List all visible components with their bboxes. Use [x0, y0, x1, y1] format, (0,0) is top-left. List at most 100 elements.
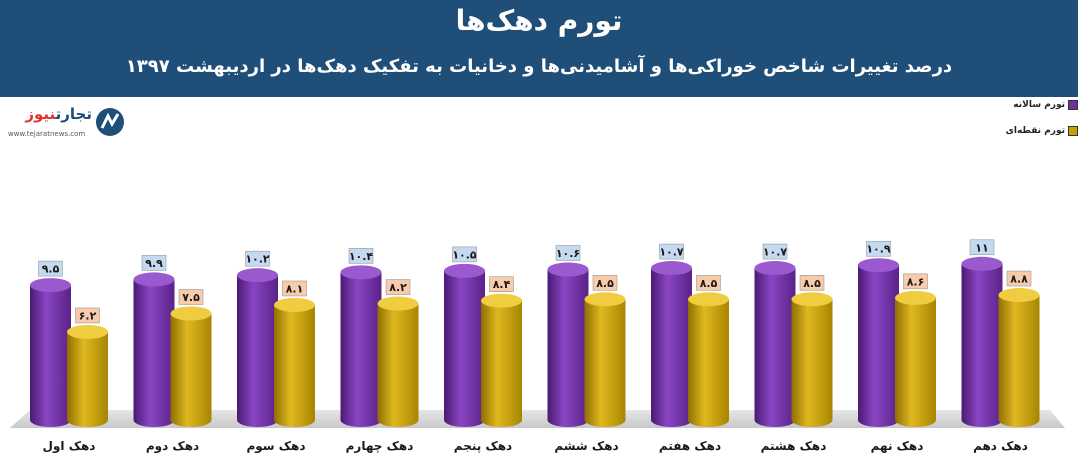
data-label-text: ۸.۸ [1010, 273, 1028, 286]
data-label-box [696, 275, 721, 291]
x-tick-label: دهک دهم [973, 439, 1028, 453]
bar-cap [791, 292, 833, 307]
data-label-annual-5: ۱۰.۵ [452, 246, 477, 263]
bar-body [998, 295, 1040, 427]
bar-cap [895, 290, 936, 305]
bar-point-10 [998, 288, 1040, 427]
bar-body [170, 313, 212, 427]
data-label-box [452, 246, 477, 263]
data-label-annual-2: ۹.۹ [141, 255, 167, 271]
site-logo: تجارتنیوز www.tejaratnews.com [2, 102, 130, 148]
data-label-text: ۹.۵ [42, 263, 60, 276]
data-label-box [385, 279, 411, 295]
data-label-text: ۸.۵ [596, 277, 614, 290]
bar-annual-8 [754, 261, 796, 427]
data-label-box [762, 243, 788, 260]
data-label-annual-6: ۱۰.۶ [555, 245, 581, 261]
bar-body [858, 265, 899, 427]
bar-cap [754, 261, 796, 276]
data-label-text: ۸.۱ [286, 282, 304, 295]
data-label-point-10: ۸.۸ [1006, 270, 1032, 287]
data-label-text: ۶.۲ [79, 309, 97, 322]
bar-cap [377, 296, 419, 311]
data-label-box [866, 240, 891, 257]
bar-body [547, 269, 589, 427]
bar-cap [444, 263, 485, 278]
bar-annual-7 [651, 261, 692, 427]
data-label-box [245, 250, 270, 267]
data-label-text: ۱۰.۵ [452, 248, 477, 261]
data-label-box [969, 239, 995, 256]
bar-body [340, 272, 382, 427]
bar-body [274, 304, 315, 427]
bar-cap [67, 324, 108, 339]
data-label-annual-9: ۱۰.۹ [866, 240, 891, 257]
data-label-box [489, 276, 514, 292]
data-label-point-5: ۸.۴ [489, 276, 514, 292]
bar-point-9 [895, 290, 936, 427]
logo-globe-icon [96, 108, 124, 136]
bar-body [791, 299, 833, 427]
bar-cap [688, 292, 729, 307]
data-label-annual-7: ۱۰.۷ [659, 243, 684, 260]
data-label-text: ۸.۴ [493, 278, 511, 291]
bar-annual-4 [340, 265, 382, 427]
legend-label-point: تورم نقطه‌ای [1005, 126, 1065, 136]
data-label-text: ۱۰.۴ [349, 250, 374, 263]
bar-cap [340, 265, 382, 280]
chart-plot: ۹.۵ ۶.۲ دهک اول ۹.۹ ۷.۵ دهک دوم ۱۰.۲ ۸.۱ دهک سوم… [10, 239, 1065, 454]
chart-title: تورم دهک‌ها [455, 4, 623, 37]
data-label-text: ۱۰.۹ [866, 243, 891, 256]
data-label-annual-8: ۱۰.۷ [762, 243, 788, 260]
bar-point-7 [688, 292, 729, 427]
data-label-text: ۸.۵ [803, 277, 821, 290]
bar-cap [998, 288, 1040, 303]
bar-point-4 [377, 296, 419, 427]
bar-body [584, 299, 626, 427]
data-label-box [38, 260, 63, 277]
bar-body [651, 268, 692, 427]
bar-cap [274, 297, 315, 312]
bar-body [67, 331, 108, 427]
data-label-annual-10: ۱۱ [969, 239, 995, 256]
data-label-annual-3: ۱۰.۲ [245, 250, 270, 267]
bar-cap [133, 272, 175, 287]
data-label-point-2: ۷.۵ [178, 289, 204, 305]
data-label-box [75, 307, 100, 324]
bar-body [377, 303, 419, 427]
bar-cap [961, 256, 1003, 271]
data-label-box [555, 245, 581, 261]
legend-label-annual: تورم سالانه [1013, 100, 1065, 110]
bar-cap [547, 262, 589, 277]
data-label-box [348, 248, 374, 264]
bar-cap [170, 306, 212, 321]
data-label-text: ۸.۵ [700, 277, 718, 290]
bar-body [688, 299, 729, 427]
bar-cap [651, 261, 692, 276]
data-label-point-1: ۶.۲ [75, 307, 100, 324]
data-label-text: ۸.۲ [389, 281, 407, 294]
bar-annual-5 [444, 263, 485, 427]
x-tick-label: دهک دوم [146, 439, 199, 454]
chart-subtitle: درصد تغییرات شاخص خوراکی‌ها و آشامیدنی‌ه… [125, 56, 953, 77]
bar-cap [584, 292, 626, 307]
data-label-box [799, 275, 825, 291]
data-label-point-6: ۸.۵ [592, 275, 618, 291]
bar-body [30, 285, 71, 427]
bars-layer [30, 256, 1040, 427]
data-label-box [659, 243, 684, 260]
data-label-text: ۱۰.۷ [763, 246, 788, 259]
bar-cap [481, 293, 522, 308]
bar-body [480, 300, 522, 427]
bar-point-8 [791, 292, 833, 427]
data-label-box [1006, 270, 1032, 287]
logo-name-part2: نیوز [25, 105, 56, 123]
data-label-text: ۸.۶ [907, 275, 925, 288]
data-label-box [903, 273, 928, 290]
data-label-text: ۱۰.۷ [659, 246, 684, 259]
logo-url: www.tejaratnews.com [8, 130, 86, 138]
data-label-text: ۱۱ [975, 241, 988, 254]
data-label-point-7: ۸.۵ [696, 275, 721, 291]
data-label-point-9: ۸.۶ [903, 273, 928, 290]
logo-name: تجارتنیوز [6, 105, 92, 123]
